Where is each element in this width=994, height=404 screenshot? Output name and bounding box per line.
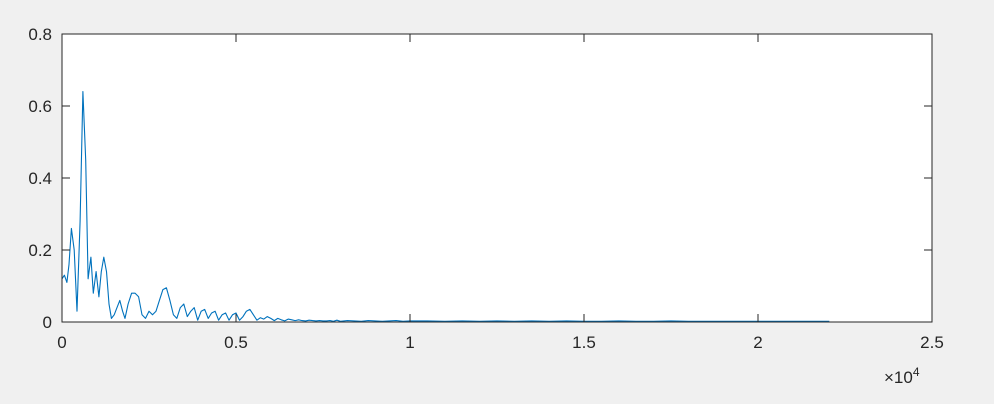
y-tick-label: 0.4 xyxy=(28,169,52,188)
x-tick-label: 0.5 xyxy=(224,333,248,352)
axes-background xyxy=(62,34,932,322)
y-tick-label: 0.8 xyxy=(28,25,52,44)
plot-area xyxy=(61,91,830,322)
x-tick-label: 1 xyxy=(405,333,414,352)
y-axis-ticks: 0 0.2 0.4 0.6 0.8 xyxy=(28,25,932,332)
x-tick-label: 0 xyxy=(57,333,66,352)
x-exponent-label: ×104 xyxy=(884,365,920,387)
y-tick-label: 0.2 xyxy=(28,241,52,260)
x-tick-label: 1.5 xyxy=(572,333,596,352)
series-line-1 xyxy=(61,91,830,322)
x-axis-ticks: 0 0.5 1 1.5 2 2.5 xyxy=(57,34,944,352)
x-tick-label: 2 xyxy=(753,333,762,352)
y-tick-label: 0.6 xyxy=(28,97,52,116)
y-tick-label: 0 xyxy=(43,313,52,332)
x-tick-label: 2.5 xyxy=(920,333,944,352)
